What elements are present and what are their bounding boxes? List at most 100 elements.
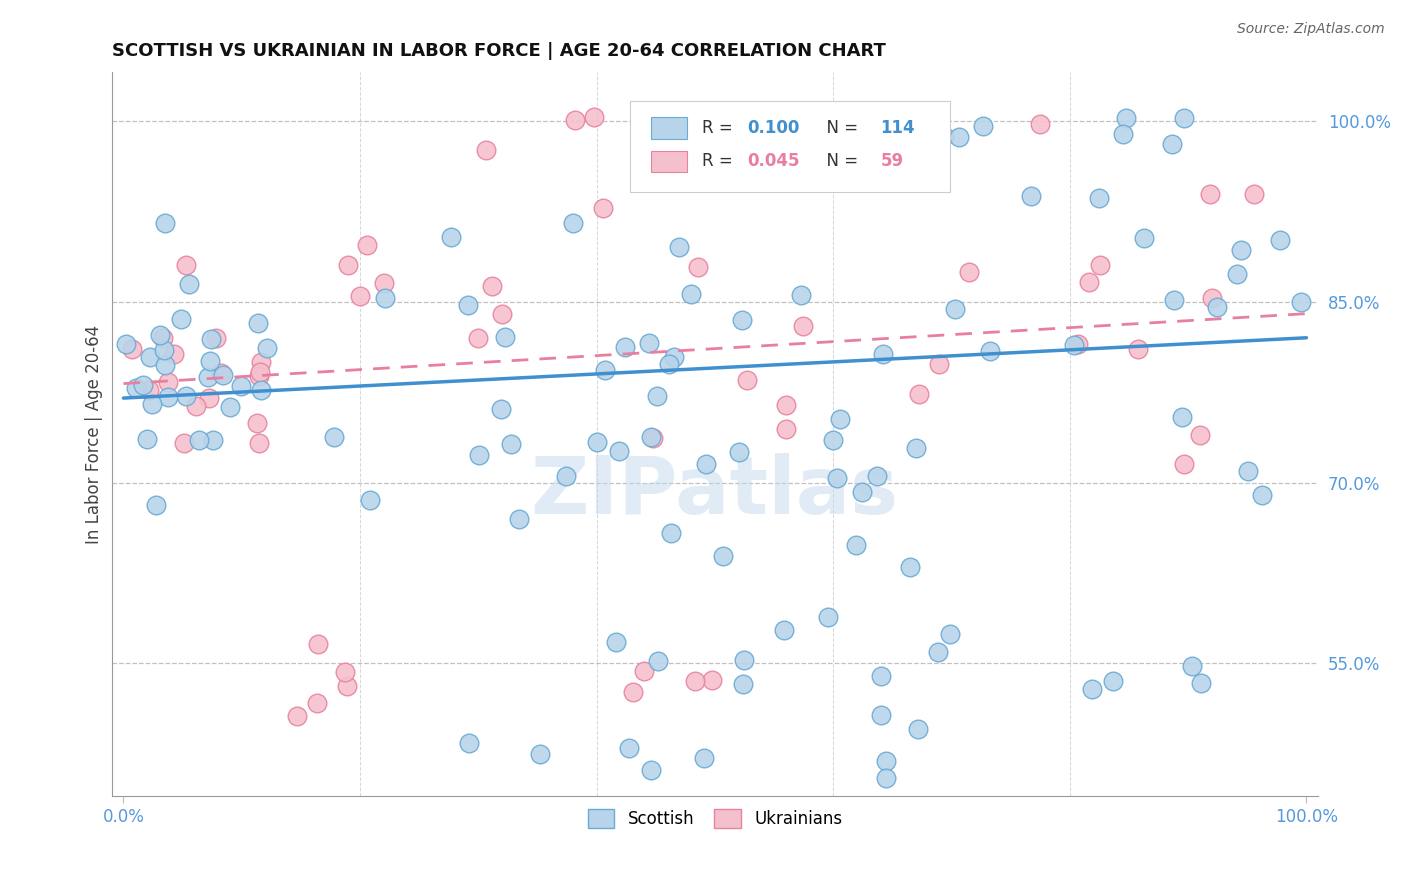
Point (934, 128, 956, 143)
Point (614, 340, 637, 354)
Point (683, 673, 706, 688)
Point (609, 444, 631, 458)
Point (247, 436, 270, 450)
Point (702, 673, 724, 688)
Point (1163, 293, 1185, 307)
Point (114, 336, 136, 351)
Point (153, 216, 176, 230)
Point (928, 357, 950, 371)
Point (139, 351, 162, 365)
Point (1236, 465, 1258, 479)
Point (1201, 292, 1223, 306)
Point (1173, 457, 1195, 471)
Point (475, 143, 498, 157)
Point (481, 278, 503, 293)
Point (733, 677, 755, 691)
Point (349, 288, 371, 302)
Point (491, 401, 513, 416)
Point (647, 389, 669, 403)
Point (256, 342, 278, 356)
Point (457, 298, 479, 312)
Point (592, 202, 614, 216)
Point (1081, 681, 1104, 696)
Point (373, 277, 395, 291)
Point (121, 342, 143, 356)
Point (250, 354, 273, 368)
Legend: Scottish, Ukrainians: Scottish, Ukrainians (581, 803, 849, 835)
Point (727, 445, 749, 459)
Point (772, 623, 794, 637)
Point (152, 331, 174, 345)
Point (1226, 268, 1249, 282)
Point (1173, 111, 1195, 125)
Point (872, 347, 894, 361)
Point (457, 736, 479, 750)
Point (200, 332, 222, 346)
Point (853, 142, 876, 156)
Point (731, 312, 754, 326)
Point (972, 120, 994, 134)
Point (825, 471, 848, 485)
Point (491, 307, 513, 321)
Point (177, 277, 200, 292)
Point (562, 216, 585, 230)
Point (163, 347, 186, 361)
Point (887, 128, 910, 143)
Text: 0.100: 0.100 (748, 120, 800, 137)
Point (1189, 675, 1212, 690)
Point (153, 358, 176, 372)
Point (905, 442, 928, 456)
Point (688, 260, 710, 275)
Point (336, 679, 359, 693)
Point (640, 430, 662, 444)
Point (246, 316, 269, 330)
Point (374, 291, 396, 305)
Point (605, 634, 627, 648)
Point (733, 653, 755, 667)
Point (879, 133, 901, 147)
Point (499, 437, 522, 451)
Point (250, 383, 273, 397)
Point (141, 397, 163, 411)
Point (157, 390, 180, 404)
Point (775, 422, 797, 436)
Point (692, 750, 714, 764)
Point (305, 696, 328, 710)
Point (1198, 187, 1220, 202)
Text: 114: 114 (880, 120, 915, 137)
Point (900, 559, 922, 574)
Point (1028, 117, 1050, 131)
Point (873, 125, 896, 139)
Text: R =: R = (702, 120, 738, 137)
Point (1251, 488, 1274, 502)
Point (621, 685, 644, 699)
Point (149, 328, 172, 343)
Point (875, 771, 897, 785)
Point (637, 336, 659, 351)
Point (586, 435, 609, 450)
Point (617, 741, 640, 756)
Text: SCOTTISH VS UKRAINIAN IN LABOR FORCE | AGE 20-64 CORRELATION CHART: SCOTTISH VS UKRAINIAN IN LABOR FORCE | A… (111, 42, 886, 60)
Point (440, 230, 463, 244)
Point (285, 708, 308, 723)
Point (957, 265, 980, 279)
Point (1088, 258, 1111, 272)
Point (668, 240, 690, 254)
Point (640, 763, 662, 777)
Point (928, 117, 950, 131)
Point (1160, 137, 1182, 152)
Point (817, 610, 839, 624)
Point (1243, 186, 1265, 201)
Point (582, 111, 605, 125)
Point (851, 485, 873, 500)
Point (866, 469, 889, 483)
Point (157, 375, 180, 389)
Point (658, 357, 681, 371)
Point (247, 369, 270, 384)
Point (209, 367, 232, 381)
Point (1067, 336, 1090, 351)
Point (333, 665, 356, 679)
Point (197, 391, 219, 405)
Point (1171, 410, 1194, 425)
Point (1128, 342, 1150, 356)
